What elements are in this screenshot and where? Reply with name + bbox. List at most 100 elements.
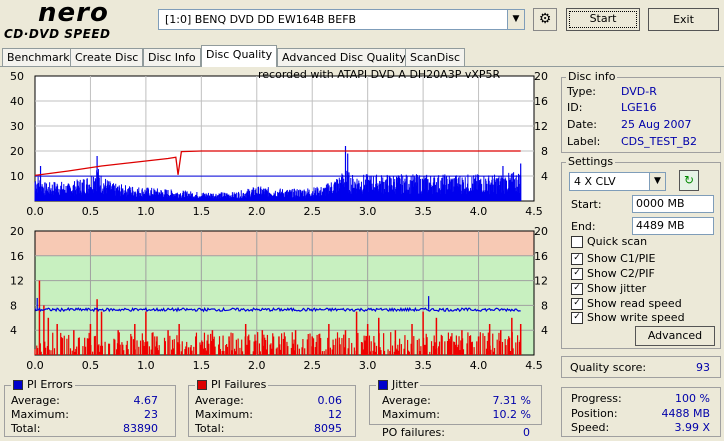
top-y-right-tick: 8	[541, 145, 548, 158]
tab-disc-quality[interactable]: Disc Quality	[201, 45, 278, 67]
start-input-value: 0000 MB	[636, 197, 685, 210]
pi-errors-group: PI Errors Average: 4.67 Maximum: 23 Tota…	[4, 378, 176, 437]
bottom-x-tick: 3.0	[359, 359, 377, 372]
bottom-y-left-tick: 20	[10, 225, 24, 238]
bottom-y-right-tick: 20	[534, 225, 548, 238]
show-pif-checkbox[interactable]: ✓ Show C2/PIF	[571, 267, 655, 280]
chevron-down-icon[interactable]: ▼	[507, 10, 524, 29]
tab-disc-info[interactable]: Disc Info	[143, 48, 201, 66]
top-chart: 50 40 30 20 10 20 16 12 8 4 0.0 0.5 1.0 1.5 2.0 2.5 3.0 3…	[10, 70, 548, 218]
cd-dvd-speed-logo: CD·DVD SPEED	[4, 27, 111, 41]
po-failures-label: PO failures:	[382, 426, 445, 439]
quality-score-value: 93	[696, 361, 710, 374]
jitter-group: Jitter Average: 7.31 % Maximum: 10.2 %	[369, 378, 542, 425]
bottom-x-tick: 2.0	[248, 359, 266, 372]
read-speed-line	[34, 150, 521, 177]
pi-failures-total-label: Total:	[195, 422, 225, 435]
refresh-speeds-icon[interactable]: ↻	[679, 170, 699, 191]
top-y-left-tick: 50	[10, 70, 24, 83]
jitter-avg-label: Average:	[382, 394, 431, 407]
advanced-button[interactable]: Advanced	[635, 326, 715, 346]
pi-errors-max-label: Maximum:	[11, 408, 69, 421]
disc-id-value: LGE16	[621, 101, 657, 114]
start-label: Start:	[571, 198, 602, 211]
disc-quality-charts: 50 40 30 20 10 20 16 12 8 4 0.0 0.5 1.0 1.5 2.0 2.5 3.0 3…	[10, 70, 548, 372]
exit-button[interactable]: Exit	[648, 8, 719, 31]
checkmark-icon[interactable]: ✓	[571, 283, 583, 295]
show-read-speed-checkbox[interactable]: ✓ Show read speed	[571, 297, 682, 310]
show-write-speed-checkbox[interactable]: ✓ Show write speed	[571, 311, 685, 324]
checkmark-icon[interactable]: ✓	[571, 253, 583, 265]
drive-select-value: [1:0] BENQ DVD DD EW164B BEFB	[165, 13, 357, 26]
bottom-x-tick: 1.0	[137, 359, 155, 372]
start-input[interactable]: 0000 MB	[632, 195, 714, 213]
pif-limit-band-red	[35, 231, 534, 256]
quick-scan-label: Quick scan	[587, 235, 648, 248]
bottom-x-tick: 4.5	[525, 359, 543, 372]
checkmark-icon[interactable]: ✓	[571, 268, 583, 280]
top-x-tick: 2.0	[248, 205, 266, 218]
speed-select-value: 4 X CLV	[574, 175, 616, 188]
bottom-y-right-tick: 16	[534, 250, 548, 263]
top-y-right-tick: 16	[534, 95, 548, 108]
nero-logo: nero	[38, 0, 109, 28]
chart-header: recorded with ATAPI DVD A DH20A3P vXP5R	[258, 68, 501, 81]
disc-info-group: Disc info Type: DVD-R ID: LGE16 Date: 25…	[561, 70, 721, 153]
top-y-left-tick: 30	[10, 120, 24, 133]
show-pif-label: Show C2/PIF	[587, 267, 655, 280]
chevron-down-icon[interactable]: ▼	[649, 173, 665, 190]
top-x-tick: 4.5	[525, 205, 543, 218]
pi-errors-title: PI Errors	[11, 378, 75, 391]
top-x-tick: 0.0	[26, 205, 44, 218]
bottom-x-tick: 4.0	[470, 359, 488, 372]
quick-scan-checkbox[interactable]: Quick scan	[571, 235, 647, 248]
top-y-left-tick: 10	[10, 170, 24, 183]
bottom-y-left-tick: 16	[10, 250, 24, 263]
jitter-title-text: Jitter	[392, 378, 419, 391]
progress-value: 100 %	[675, 392, 710, 405]
checkbox-box[interactable]	[571, 236, 583, 248]
jitter-max-label: Maximum:	[382, 408, 440, 421]
pi-failures-group: PI Failures Average: 0.06 Maximum: 12 To…	[188, 378, 356, 437]
bottom-x-tick: 2.5	[303, 359, 321, 372]
disc-label-label: Label:	[567, 135, 601, 148]
end-input[interactable]: 4489 MB	[632, 217, 714, 235]
top-x-tick: 1.5	[193, 205, 211, 218]
quality-score-box: Quality score: 93	[561, 356, 721, 378]
progress-label: Progress:	[571, 392, 622, 405]
tab-benchmark[interactable]: Benchmark	[2, 48, 75, 66]
show-write-speed-label: Show write speed	[587, 311, 685, 324]
jitter-max: 10.2 %	[492, 408, 531, 421]
checkmark-icon[interactable]: ✓	[571, 298, 583, 310]
pi-errors-total-label: Total:	[11, 422, 41, 435]
show-jitter-checkbox[interactable]: ✓ Show jitter	[571, 282, 646, 295]
settings-title: Settings	[566, 155, 616, 168]
start-button[interactable]: Start	[566, 8, 640, 31]
tab-create-disc[interactable]: Create Disc	[70, 48, 144, 66]
bottom-y-right-tick: 12	[534, 275, 548, 288]
pi-errors-max: 23	[144, 408, 158, 421]
speed-select[interactable]: 4 X CLV ▼	[569, 172, 666, 191]
tab-divider	[0, 66, 724, 67]
top-x-tick: 4.0	[470, 205, 488, 218]
tab-scandisc[interactable]: ScanDisc	[405, 48, 466, 66]
tab-advanced-disc-quality[interactable]: Advanced Disc Quality	[277, 48, 411, 66]
top-x-tick: 1.0	[137, 205, 155, 218]
disc-date-label: Date:	[567, 118, 597, 131]
refresh-drive-icon[interactable]: ⚙	[533, 8, 557, 31]
bottom-x-tick: 0.0	[26, 359, 44, 372]
pi-failures-max: 12	[328, 408, 342, 421]
show-pie-checkbox[interactable]: ✓ Show C1/PIE	[571, 252, 655, 265]
show-read-speed-label: Show read speed	[587, 297, 682, 310]
disc-type-value: DVD-R	[621, 85, 657, 98]
disc-id-label: ID:	[567, 101, 583, 114]
jitter-line	[34, 306, 521, 313]
pi-failures-total: 8095	[314, 422, 342, 435]
pi-failures-color-icon	[197, 380, 207, 390]
show-pie-label: Show C1/PIE	[587, 252, 656, 265]
top-x-tick: 3.0	[359, 205, 377, 218]
pi-failures-title: PI Failures	[195, 378, 269, 391]
bottom-x-tick: 1.5	[193, 359, 211, 372]
drive-select[interactable]: [1:0] BENQ DVD DD EW164B BEFB ▼	[158, 9, 525, 30]
checkmark-icon[interactable]: ✓	[571, 312, 583, 324]
